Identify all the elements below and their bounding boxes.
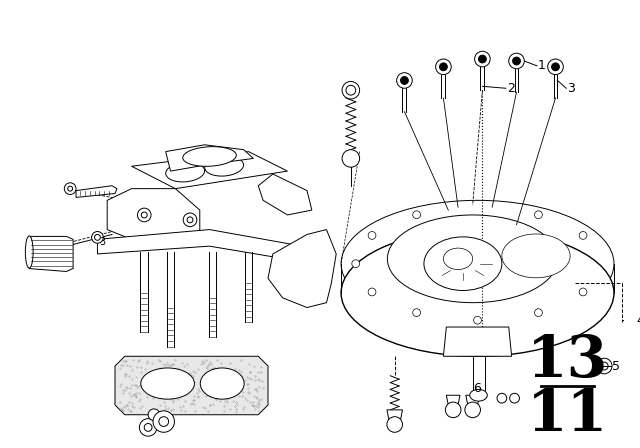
- Ellipse shape: [26, 236, 33, 268]
- Circle shape: [509, 393, 520, 403]
- Polygon shape: [108, 189, 200, 249]
- Circle shape: [141, 212, 147, 218]
- Circle shape: [342, 150, 360, 167]
- Circle shape: [187, 217, 193, 223]
- Ellipse shape: [166, 162, 205, 182]
- Polygon shape: [259, 174, 312, 215]
- Circle shape: [368, 232, 376, 239]
- Circle shape: [479, 55, 486, 63]
- Circle shape: [626, 312, 640, 328]
- Circle shape: [144, 423, 152, 431]
- Polygon shape: [166, 145, 253, 171]
- Circle shape: [397, 73, 412, 88]
- Text: 3: 3: [99, 237, 106, 247]
- Polygon shape: [446, 395, 460, 405]
- Circle shape: [65, 183, 76, 194]
- Circle shape: [68, 186, 72, 191]
- Circle shape: [346, 85, 356, 95]
- Text: 11: 11: [527, 387, 608, 443]
- Ellipse shape: [387, 215, 558, 303]
- Polygon shape: [29, 237, 73, 271]
- Circle shape: [92, 232, 103, 243]
- Circle shape: [440, 63, 447, 71]
- Ellipse shape: [502, 234, 570, 278]
- Circle shape: [579, 232, 587, 239]
- Circle shape: [183, 213, 197, 227]
- Circle shape: [342, 82, 360, 99]
- Circle shape: [445, 402, 461, 418]
- Text: 1: 1: [538, 59, 546, 72]
- Circle shape: [548, 59, 563, 75]
- Circle shape: [401, 77, 408, 84]
- Ellipse shape: [341, 200, 614, 327]
- Ellipse shape: [200, 368, 244, 399]
- Text: 3: 3: [567, 82, 575, 95]
- Circle shape: [497, 393, 507, 403]
- Circle shape: [596, 358, 612, 374]
- Circle shape: [509, 53, 524, 69]
- Circle shape: [534, 309, 542, 317]
- Polygon shape: [97, 229, 302, 262]
- Circle shape: [140, 418, 157, 436]
- Text: 6: 6: [473, 382, 481, 395]
- Ellipse shape: [470, 389, 487, 401]
- Polygon shape: [444, 327, 511, 356]
- Polygon shape: [268, 229, 336, 307]
- Polygon shape: [132, 151, 287, 189]
- Polygon shape: [466, 395, 479, 405]
- Text: 2: 2: [507, 82, 515, 95]
- Circle shape: [474, 316, 481, 324]
- Circle shape: [465, 402, 481, 418]
- Circle shape: [630, 316, 637, 324]
- Polygon shape: [115, 356, 268, 415]
- Ellipse shape: [183, 146, 236, 166]
- Circle shape: [413, 309, 420, 317]
- Circle shape: [387, 417, 403, 432]
- Text: 13: 13: [527, 333, 608, 389]
- Ellipse shape: [141, 368, 195, 399]
- Circle shape: [436, 59, 451, 75]
- Circle shape: [579, 288, 587, 296]
- Circle shape: [600, 362, 608, 370]
- Ellipse shape: [205, 156, 244, 176]
- Circle shape: [475, 51, 490, 67]
- Circle shape: [95, 234, 100, 240]
- Ellipse shape: [424, 237, 502, 290]
- Circle shape: [138, 208, 151, 222]
- Text: 4: 4: [636, 314, 640, 327]
- Circle shape: [534, 211, 542, 219]
- Circle shape: [352, 260, 360, 267]
- Circle shape: [153, 411, 175, 432]
- Circle shape: [413, 211, 420, 219]
- Circle shape: [368, 288, 376, 296]
- Circle shape: [148, 409, 160, 421]
- Ellipse shape: [341, 229, 614, 356]
- Ellipse shape: [444, 248, 473, 270]
- Text: 5: 5: [612, 359, 620, 373]
- Circle shape: [552, 63, 559, 71]
- Polygon shape: [387, 410, 403, 420]
- Polygon shape: [76, 186, 117, 198]
- Circle shape: [513, 57, 520, 65]
- Circle shape: [159, 417, 168, 426]
